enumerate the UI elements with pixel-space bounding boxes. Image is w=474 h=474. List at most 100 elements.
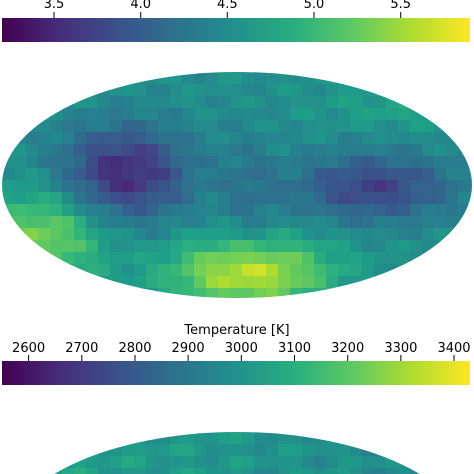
map-cell bbox=[74, 288, 87, 298]
map-cell bbox=[74, 444, 87, 457]
map-cell bbox=[2, 96, 15, 109]
map-cell bbox=[374, 204, 387, 217]
map-cell bbox=[302, 276, 315, 289]
map-cell bbox=[62, 264, 75, 277]
map-cell bbox=[110, 72, 123, 85]
map-cell bbox=[74, 252, 87, 265]
map-cell bbox=[206, 120, 219, 133]
map-cell bbox=[290, 240, 303, 253]
map-cell bbox=[410, 168, 423, 181]
colorbar-tick-label: 2900 bbox=[172, 341, 205, 356]
map-cell bbox=[26, 144, 39, 157]
map-cell bbox=[50, 468, 63, 474]
map-cell bbox=[242, 168, 255, 181]
map-cell bbox=[362, 156, 375, 169]
map-cell bbox=[254, 72, 267, 85]
map-cell bbox=[470, 72, 472, 85]
map-cell bbox=[242, 120, 255, 133]
colorbar-tick-label: 3000 bbox=[225, 341, 258, 356]
map-cell bbox=[182, 444, 195, 457]
map-cell bbox=[254, 156, 267, 169]
map-cell bbox=[362, 288, 375, 298]
colorbar-bottom-ticks: 2600 2700 2800 2900 3000 3100 3200 3300 3400 bbox=[12, 341, 471, 361]
map-cell bbox=[146, 228, 159, 241]
map-cell bbox=[134, 456, 147, 469]
map-cell bbox=[98, 240, 111, 253]
map-cell bbox=[122, 288, 135, 298]
map-cell bbox=[158, 216, 171, 229]
map-cell bbox=[302, 252, 315, 265]
map-cell bbox=[14, 156, 27, 169]
map-cell bbox=[2, 240, 15, 253]
map-cell bbox=[110, 264, 123, 277]
map-cell bbox=[86, 144, 99, 157]
map-cell bbox=[374, 264, 387, 277]
map-cell bbox=[434, 156, 447, 169]
map-cell bbox=[410, 252, 423, 265]
map-cell bbox=[242, 192, 255, 205]
map-cell bbox=[38, 204, 51, 217]
map-cell bbox=[362, 108, 375, 121]
map-cell bbox=[110, 168, 123, 181]
map-cell bbox=[86, 204, 99, 217]
map-cell bbox=[2, 180, 15, 193]
map-cell bbox=[470, 192, 472, 205]
map-cell bbox=[170, 264, 183, 277]
map-cell bbox=[290, 216, 303, 229]
map-cell bbox=[146, 156, 159, 169]
map-cell bbox=[254, 216, 267, 229]
map-cell bbox=[14, 120, 27, 133]
map-cell bbox=[386, 240, 399, 253]
map-cell bbox=[146, 468, 159, 474]
map-cell bbox=[410, 240, 423, 253]
map-cell bbox=[338, 168, 351, 181]
map-cell bbox=[338, 444, 351, 457]
map-cell bbox=[122, 444, 135, 457]
map-cell bbox=[386, 156, 399, 169]
map-cell bbox=[2, 468, 15, 474]
map-cell bbox=[110, 180, 123, 193]
map-cell bbox=[182, 468, 195, 474]
map-cell bbox=[50, 240, 63, 253]
map-cell bbox=[50, 156, 63, 169]
map-cell bbox=[242, 72, 255, 85]
map-cell bbox=[146, 132, 159, 145]
map-cell bbox=[290, 432, 303, 445]
map-cell bbox=[50, 108, 63, 121]
map-cell bbox=[194, 252, 207, 265]
map-cell bbox=[290, 264, 303, 277]
map-cell bbox=[278, 252, 291, 265]
map-cell bbox=[290, 180, 303, 193]
map-cell bbox=[74, 96, 87, 109]
map-cell bbox=[254, 204, 267, 217]
map-cell bbox=[122, 264, 135, 277]
map-cell bbox=[314, 144, 327, 157]
map-cell bbox=[422, 204, 435, 217]
map-cell bbox=[146, 72, 159, 85]
colorbar-top-bar bbox=[2, 18, 470, 42]
map-cell bbox=[278, 216, 291, 229]
map-cell bbox=[434, 288, 447, 298]
map-cell bbox=[422, 216, 435, 229]
map-cell bbox=[98, 144, 111, 157]
map-cell bbox=[254, 168, 267, 181]
map-cell bbox=[218, 96, 231, 109]
map-cell bbox=[326, 252, 339, 265]
map-cell bbox=[350, 108, 363, 121]
map-cell bbox=[458, 228, 471, 241]
map-cell bbox=[374, 132, 387, 145]
map-cell bbox=[290, 444, 303, 457]
map-cell bbox=[206, 144, 219, 157]
map-cell bbox=[458, 144, 471, 157]
map-cell bbox=[350, 204, 363, 217]
map-cell bbox=[26, 252, 39, 265]
map-cell bbox=[158, 168, 171, 181]
map-cell bbox=[74, 432, 87, 445]
map-cell bbox=[410, 276, 423, 289]
map-cell bbox=[122, 240, 135, 253]
colorbar-top: 3.5 4.0 4.5 5.0 5.5 bbox=[2, 0, 470, 42]
map-cell bbox=[434, 456, 447, 469]
map-cell bbox=[290, 108, 303, 121]
map-cell bbox=[206, 240, 219, 253]
map-cell bbox=[458, 444, 471, 457]
